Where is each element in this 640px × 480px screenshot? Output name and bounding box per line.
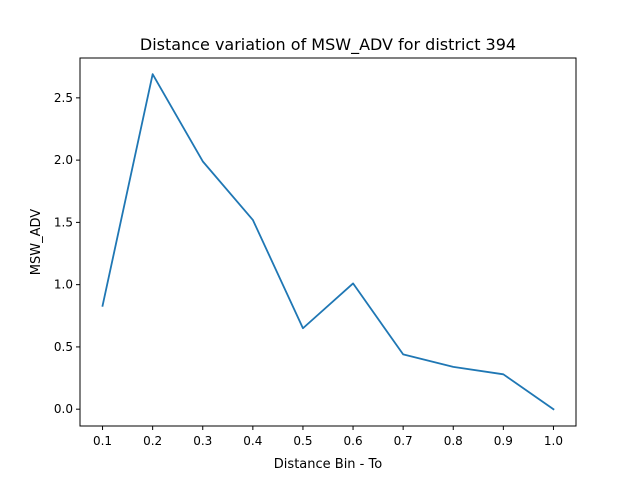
x-tick-label: 0.3 <box>193 434 212 448</box>
x-tick-label: 0.1 <box>93 434 112 448</box>
y-axis-label: MSW_ADV <box>29 209 44 275</box>
x-tick-label: 0.2 <box>143 434 162 448</box>
x-tick-label: 1.0 <box>544 434 563 448</box>
plot-area-frame <box>79 57 577 427</box>
x-axis-label: Distance Bin - To <box>274 457 382 472</box>
y-tick-label: 1.0 <box>54 278 73 292</box>
y-tick-label: 2.5 <box>54 91 73 105</box>
y-tick-label: 2.0 <box>54 153 73 167</box>
x-tick-label: 0.4 <box>243 434 262 448</box>
x-axis-ticks: 0.1 0.2 0.3 0.4 0.5 0.6 0.7 0.8 0.9 1.0 <box>93 426 563 448</box>
y-tick-label: 1.5 <box>54 215 73 229</box>
x-tick-label: 0.8 <box>444 434 463 448</box>
chart-title: Distance variation of MSW_ADV for distri… <box>140 35 516 55</box>
x-tick-label: 0.7 <box>394 434 413 448</box>
series-layer <box>101 73 555 411</box>
y-tick-label: 0.5 <box>54 340 73 354</box>
x-tick-label: 0.6 <box>344 434 363 448</box>
series-line-0 <box>101 73 555 411</box>
x-tick-label: 0.9 <box>494 434 513 448</box>
y-tick-label: 0.0 <box>54 402 73 416</box>
y-axis-ticks: 0.0 0.5 1.0 1.5 2.0 2.5 <box>54 91 80 416</box>
x-tick-label: 0.5 <box>293 434 312 448</box>
